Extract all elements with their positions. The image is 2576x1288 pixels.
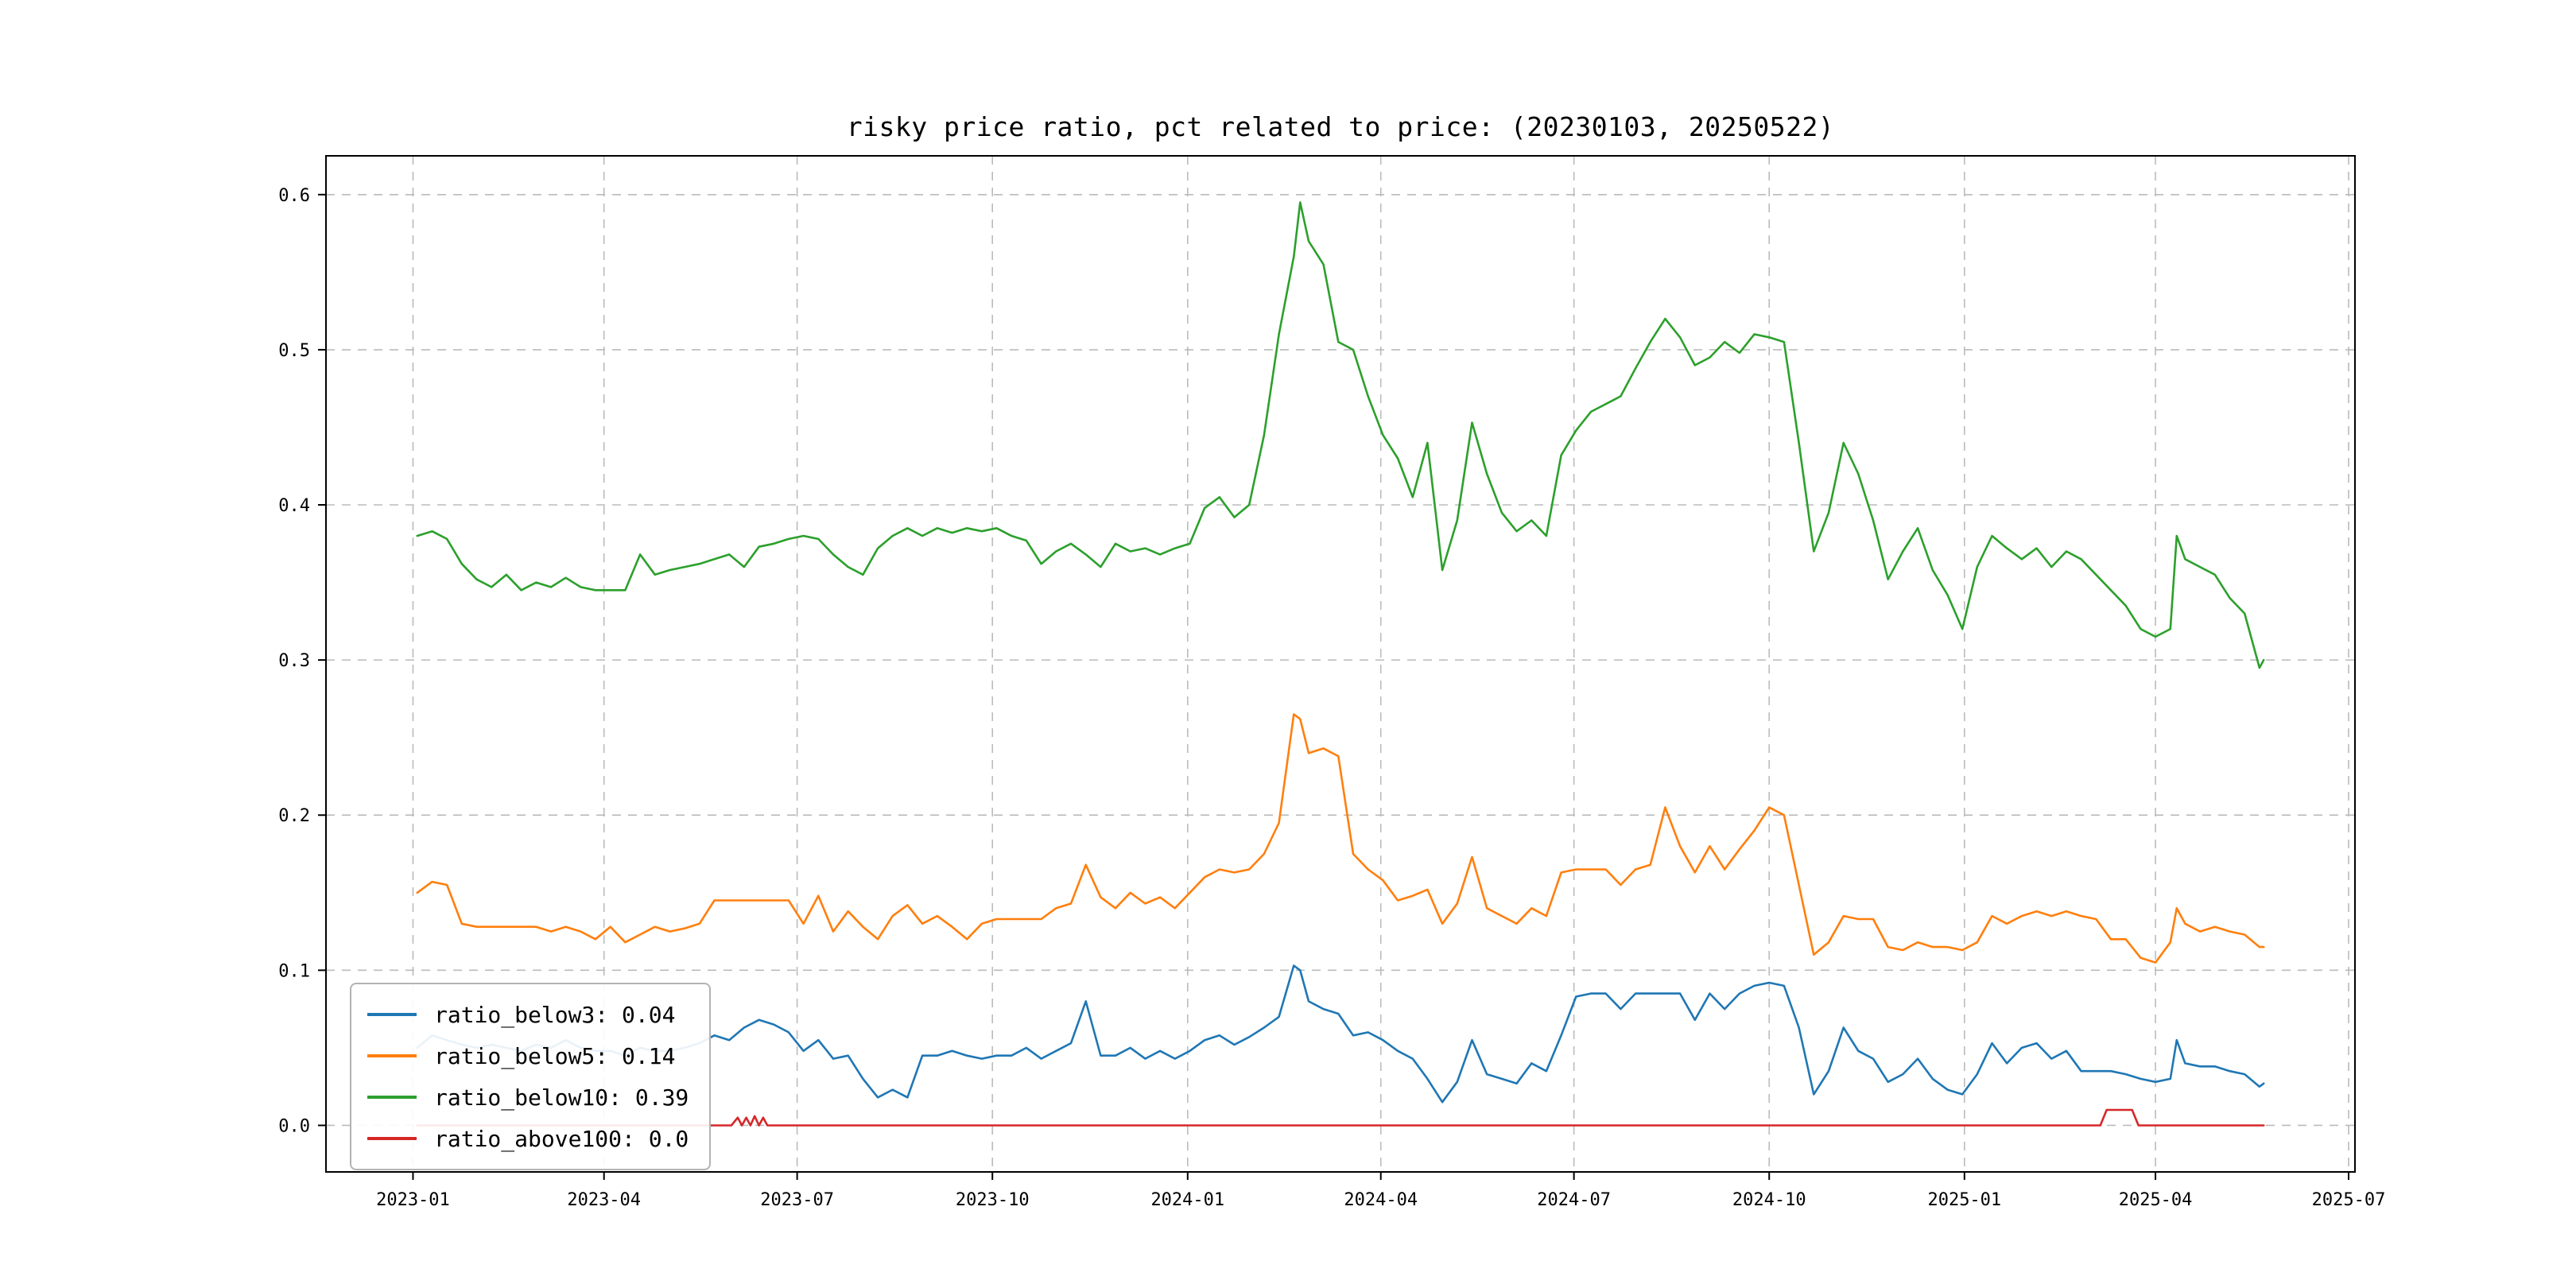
x-tick-label: 2025-07 <box>2312 1190 2386 1210</box>
legend-line-sample-green <box>367 1096 417 1099</box>
series-line-ratio_below5 <box>416 713 2265 964</box>
y-tick-label: 0.5 <box>278 341 310 361</box>
axis-ticks <box>318 193 2349 1180</box>
x-tick-label: 2023-07 <box>760 1190 834 1210</box>
legend-label: ratio_above100: 0.0 <box>434 1125 689 1152</box>
x-tick-label: 2023-04 <box>567 1190 641 1210</box>
series-lines <box>416 201 2265 1127</box>
x-tick-label: 2023-10 <box>956 1190 1030 1210</box>
chart-title: risky price ratio, pct related to price:… <box>846 111 1835 142</box>
axis-tick-labels: 2023-01 2023-04 2023-07 2023-10 2024-01 2024-… <box>278 186 2385 1210</box>
y-tick-label: 0.4 <box>278 496 310 516</box>
legend-label: ratio_below5: 0.14 <box>434 1042 676 1069</box>
legend-line-sample-red <box>367 1137 417 1140</box>
x-tick-label: 2024-07 <box>1537 1190 1611 1210</box>
series-line-ratio_below3 <box>416 964 2265 1104</box>
series-line-ratio_below10 <box>416 201 2265 669</box>
legend: ratio_below3: 0.04 ratio_below5: 0.14 ra… <box>350 983 712 1170</box>
legend-item-ratio-below10: ratio_below10: 0.39 <box>367 1077 689 1118</box>
y-tick-label: 0.6 <box>278 186 310 206</box>
y-tick-label: 0.3 <box>278 651 310 671</box>
legend-label: ratio_below10: 0.39 <box>434 1084 689 1111</box>
x-tick-label: 2024-01 <box>1150 1190 1224 1210</box>
legend-line-sample-blue <box>367 1013 417 1016</box>
x-tick-label: 2025-04 <box>2119 1190 2193 1210</box>
legend-item-ratio-below3: ratio_below3: 0.04 <box>367 994 689 1035</box>
legend-item-ratio-above100: ratio_above100: 0.0 <box>367 1118 689 1159</box>
legend-item-ratio-below5: ratio_below5: 0.14 <box>367 1035 689 1077</box>
x-tick-label: 2025-01 <box>1927 1190 2001 1210</box>
axes-spines <box>325 155 2356 1173</box>
x-tick-label: 2024-10 <box>1732 1190 1806 1210</box>
y-tick-label: 0.1 <box>278 961 310 981</box>
y-tick-label: 0.0 <box>278 1116 310 1136</box>
series-line-ratio_above100 <box>416 1108 2265 1127</box>
y-tick-label: 0.2 <box>278 806 310 826</box>
x-tick-label: 2023-01 <box>376 1190 450 1210</box>
legend-line-sample-orange <box>367 1054 417 1057</box>
x-tick-label: 2024-04 <box>1344 1190 1418 1210</box>
legend-label: ratio_below3: 0.04 <box>434 1001 676 1028</box>
